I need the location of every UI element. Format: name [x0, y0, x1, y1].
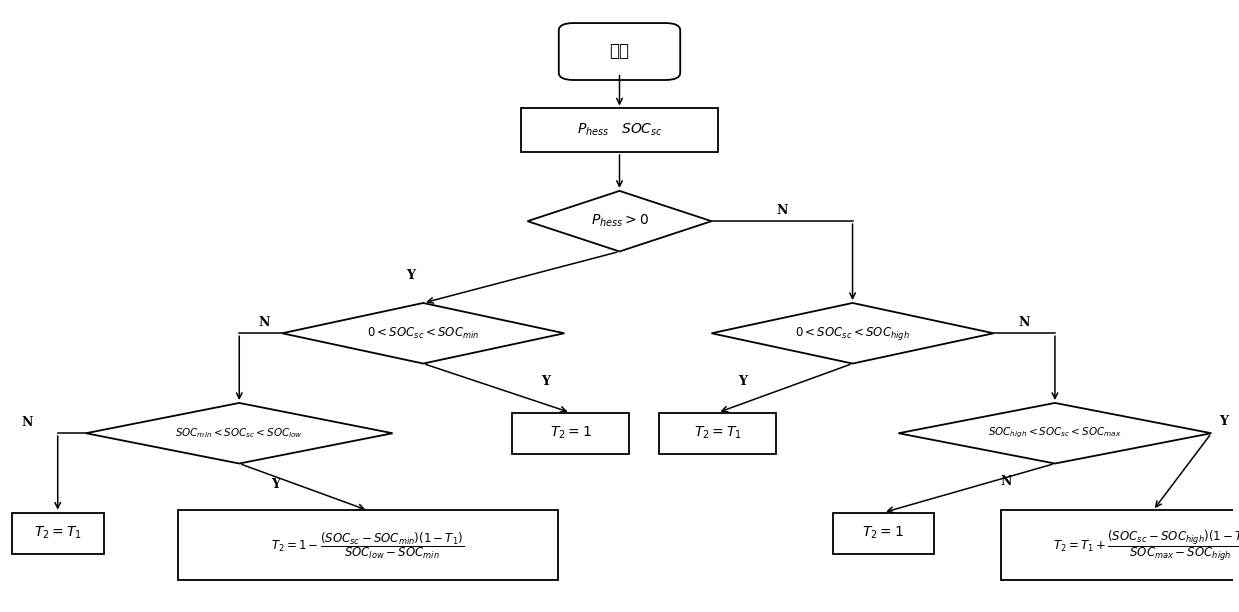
Text: $0<SOC_{sc}<SOC_{high}$: $0<SOC_{sc}<SOC_{high}$: [795, 325, 909, 341]
Text: $T_2=1$: $T_2=1$: [550, 425, 591, 441]
Text: N: N: [1018, 316, 1030, 329]
Text: $0<SOC_{sc}<SOC_{min}$: $0<SOC_{sc}<SOC_{min}$: [367, 326, 479, 341]
Text: N: N: [21, 416, 32, 429]
Text: N: N: [1000, 475, 1011, 488]
Bar: [659, 412, 776, 454]
Polygon shape: [85, 403, 393, 463]
Polygon shape: [282, 303, 564, 364]
Text: $T_2=T_1+\dfrac{(SOC_{sc}-SOC_{high})(1-T_1)}{SOC_{max}-SOC_{high}}$: $T_2=T_1+\dfrac{(SOC_{sc}-SOC_{high})(1-…: [1053, 528, 1239, 563]
Bar: [522, 108, 717, 152]
Text: Y: Y: [541, 375, 550, 388]
Polygon shape: [898, 403, 1212, 463]
Text: $SOC_{high}<SOC_{sc}<SOC_{max}$: $SOC_{high}<SOC_{sc}<SOC_{max}$: [989, 426, 1121, 441]
Text: N: N: [258, 316, 269, 329]
Bar: [1001, 510, 1239, 580]
Text: Y: Y: [271, 478, 280, 491]
Polygon shape: [711, 303, 994, 364]
Text: $T_2=T_1$: $T_2=T_1$: [694, 425, 741, 441]
Bar: [178, 510, 558, 580]
Text: Y: Y: [1219, 414, 1228, 428]
Text: $P_{hess}>0$: $P_{hess}>0$: [591, 213, 648, 230]
Text: $P_{hess}$   $SOC_{sc}$: $P_{hess}$ $SOC_{sc}$: [576, 122, 663, 138]
Bar: [833, 513, 933, 554]
Text: $T_2=1-\dfrac{(SOC_{sc}-SOC_{min})(1-T_1)}{SOC_{low}-SOC_{min}}$: $T_2=1-\dfrac{(SOC_{sc}-SOC_{min})(1-T_1…: [271, 530, 465, 561]
FancyBboxPatch shape: [559, 23, 680, 80]
Polygon shape: [528, 191, 711, 252]
Text: $T_2=T_1$: $T_2=T_1$: [33, 525, 82, 542]
Bar: [11, 513, 104, 554]
Bar: [512, 412, 628, 454]
Text: Y: Y: [406, 269, 415, 282]
Text: Y: Y: [737, 375, 747, 388]
Text: $T_2=1$: $T_2=1$: [862, 525, 904, 542]
Text: N: N: [777, 204, 788, 217]
Text: 开始: 开始: [610, 43, 629, 60]
Text: $SOC_{min}<SOC_{sc}<SOC_{low}$: $SOC_{min}<SOC_{sc}<SOC_{low}$: [175, 427, 304, 440]
